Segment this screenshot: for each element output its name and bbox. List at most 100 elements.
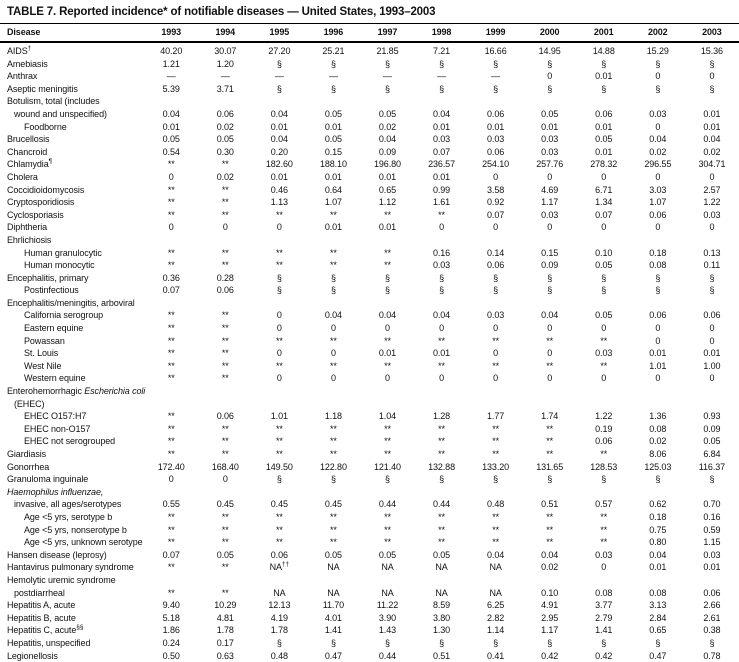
- value-cell: §: [601, 83, 607, 94]
- disease-label: Cryptosporidiosis: [7, 197, 75, 208]
- value-cell: [198, 574, 252, 587]
- table-row: Granuloma inguinale 0 0 § § § § § § § § §: [0, 473, 739, 486]
- value-cell: 0: [601, 323, 607, 334]
- disease-label: Gonorrhea: [7, 461, 50, 472]
- disease-label: Hepatitis B, acute: [7, 612, 76, 623]
- value-cell: §: [276, 474, 282, 485]
- value-cell: [306, 297, 360, 310]
- value-cell: [631, 297, 685, 310]
- value-cell: [360, 234, 414, 247]
- value-cell: 0.01: [432, 348, 451, 359]
- value-cell: [252, 486, 306, 499]
- value-cell: §: [493, 272, 499, 283]
- value-cell: 0.01: [703, 108, 721, 119]
- value-cell: §: [330, 272, 336, 283]
- value-cell: 15.29: [646, 46, 669, 56]
- value-cell: [577, 297, 631, 310]
- value-cell: 0.05: [162, 134, 180, 145]
- table-row: AIDS† 40.20 30.07 27.20 25.21 21.85 7.21 16.66 1…: [0, 42, 739, 58]
- disease-label: Coccidioidomycosis: [7, 184, 85, 195]
- value-cell: [252, 234, 306, 247]
- value-cell: **: [600, 449, 608, 459]
- value-cell: 0.03: [541, 209, 559, 220]
- table-row: Hepatitis C, acute§§ 1.86 1.78 1.78 1.41 1.43…: [0, 624, 739, 637]
- disease-label: West Nile: [24, 360, 62, 371]
- value-cell: **: [167, 197, 175, 208]
- value-cell: 1.07: [649, 197, 667, 208]
- table-row: Cholera 0 0.02 0.01 0.01 0.01 0.01 0 0 0 0 0: [0, 171, 739, 184]
- value-cell: 0.47: [649, 650, 667, 661]
- column-header-year: 1996: [306, 24, 361, 43]
- value-cell: §: [547, 637, 553, 648]
- value-cell: 296.55: [644, 159, 672, 170]
- table-row: St. Louis ** ** 0 0 0.01 0.01 0 0 0.03 0.01 0.01: [0, 347, 739, 360]
- value-cell: [144, 234, 198, 247]
- table-row: (EHEC): [0, 398, 739, 411]
- column-header-year: 1997: [360, 24, 415, 43]
- value-cell: 2.57: [703, 184, 721, 195]
- value-cell: 0: [439, 373, 444, 384]
- value-cell: 0.15: [324, 146, 342, 157]
- value-cell: 0.04: [487, 549, 505, 560]
- value-cell: 0.03: [541, 146, 559, 157]
- value-cell: 0.04: [649, 549, 667, 560]
- value-cell: 0.04: [378, 134, 397, 145]
- value-cell: **: [167, 373, 175, 384]
- value-cell: 0: [385, 323, 390, 334]
- table-row: Gonorrhea 172.40 168.40 149.50 122.80 121.40 1…: [0, 461, 739, 474]
- disease-label: Age <5 yrs, serotype b: [24, 511, 113, 522]
- disease-label: Powassan: [24, 335, 65, 346]
- value-cell: 0.01: [649, 562, 667, 573]
- value-cell: 0.06: [703, 587, 721, 598]
- value-cell: 0.05: [595, 260, 613, 271]
- value-cell: —: [437, 71, 446, 82]
- value-cell: **: [167, 335, 175, 346]
- table-row: Botulism, total (includes: [0, 95, 739, 108]
- value-cell: 0.01: [432, 171, 451, 182]
- table-row: Western equine ** ** 0 0 0 0 0 0 0 0 0: [0, 372, 739, 385]
- value-cell: 0: [276, 348, 282, 359]
- value-cell: §: [385, 272, 390, 283]
- value-cell: **: [330, 209, 337, 220]
- value-cell: **: [167, 537, 175, 548]
- value-cell: §: [330, 637, 336, 648]
- value-cell: **: [167, 436, 175, 447]
- value-cell: **: [167, 411, 175, 422]
- value-cell: **: [438, 335, 445, 346]
- value-cell: 11.22: [376, 600, 399, 611]
- value-cell: 132.88: [428, 461, 455, 472]
- column-header-year: 1998: [414, 24, 469, 43]
- value-cell: 1.61: [432, 197, 451, 208]
- value-cell: [144, 95, 198, 108]
- value-cell: **: [167, 310, 175, 321]
- value-cell: 0.42: [541, 650, 559, 661]
- value-cell: [306, 398, 360, 411]
- value-cell: **: [384, 449, 391, 459]
- value-cell: 0.01: [649, 348, 667, 359]
- value-cell: **: [330, 511, 337, 522]
- value-cell: 0.05: [541, 108, 559, 119]
- value-cell: 0.05: [703, 436, 721, 447]
- value-cell: 2.95: [541, 612, 559, 623]
- value-cell: 14.88: [592, 46, 615, 56]
- value-cell: **: [384, 209, 391, 220]
- value-cell: **: [221, 159, 229, 170]
- value-cell: 0.80: [649, 537, 667, 548]
- value-cell: [523, 297, 577, 310]
- value-cell: [469, 385, 523, 398]
- value-cell: [415, 297, 469, 310]
- value-cell: 5.39: [162, 83, 180, 94]
- value-cell: 2.82: [487, 612, 505, 623]
- value-cell: 0.50: [162, 650, 180, 661]
- value-cell: [577, 95, 631, 108]
- value-cell: 0: [547, 323, 553, 334]
- value-cell: 0.63: [216, 650, 234, 661]
- table-row: West Nile ** ** ** ** ** ** ** ** ** 1.01 1.00: [0, 360, 739, 373]
- value-cell: **: [438, 537, 445, 548]
- value-cell: 0.06: [487, 146, 505, 157]
- notifiable-diseases-table: Disease 1993 1994 1995 1996 1997 1998 1999 2000…: [0, 24, 739, 662]
- value-cell: 14.95: [538, 46, 561, 56]
- value-cell: **: [275, 524, 283, 535]
- value-cell: §: [493, 58, 499, 69]
- value-cell: 0.01: [378, 222, 397, 233]
